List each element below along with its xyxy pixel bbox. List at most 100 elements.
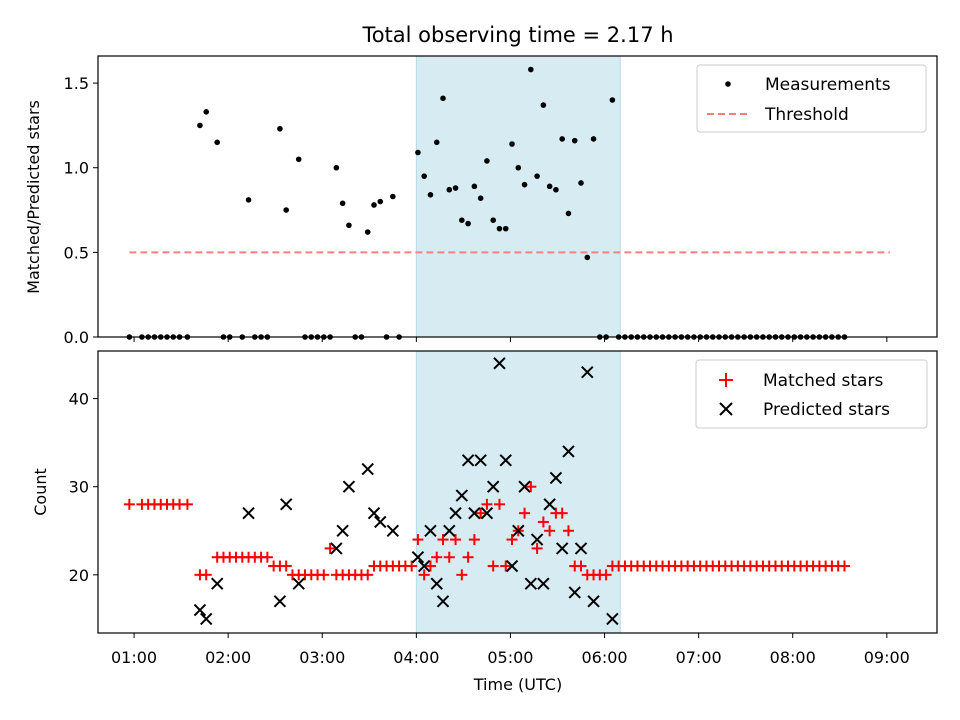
matched-star-point xyxy=(525,481,537,493)
measurement-point xyxy=(521,181,528,188)
predicted-star-point xyxy=(273,595,287,608)
bottom-legend: Matched stars Predicted stars xyxy=(695,359,928,429)
matched-star-point xyxy=(481,498,493,510)
predicted-star-point xyxy=(581,365,594,379)
measurement-point xyxy=(565,210,572,217)
bottom-points-layer xyxy=(123,357,850,626)
bottom-y-ticks: 20 30 40 xyxy=(69,390,98,585)
measurement-point xyxy=(446,186,453,193)
bottom-y-axis-label: Count xyxy=(31,468,50,516)
matched-star-point xyxy=(556,507,568,519)
measurement-point xyxy=(471,183,478,190)
top-y-tick-label: 1.5 xyxy=(64,74,89,93)
bottom-highlight-span xyxy=(415,350,621,634)
bottom-x-tick-label: 08:00 xyxy=(770,648,816,667)
measurement-point xyxy=(339,200,346,207)
legend-marker-matched-stars xyxy=(719,373,733,387)
measurement-point xyxy=(534,173,540,179)
matched-star-point xyxy=(406,560,418,572)
matched-star-point xyxy=(537,516,549,528)
matched-star-point xyxy=(418,569,430,581)
predicted-star-point xyxy=(411,551,425,564)
predicted-star-point xyxy=(524,577,538,590)
bottom-x-tick-label: 09:00 xyxy=(864,648,910,667)
measurement-point xyxy=(578,180,584,186)
bottom-x-tick-label: 04:00 xyxy=(393,648,439,667)
predicted-star-point xyxy=(474,454,487,467)
predicted-star-point xyxy=(242,506,255,520)
predicted-star-point xyxy=(292,577,305,590)
predicted-star-point xyxy=(279,498,293,511)
bottom-x-tick-label: 01:00 xyxy=(111,648,157,667)
measurement-point xyxy=(421,173,427,179)
predicted-star-point xyxy=(549,471,563,485)
measurement-point xyxy=(484,158,490,164)
predicted-star-point xyxy=(330,542,343,555)
predicted-star-point xyxy=(443,524,456,537)
measurement-point xyxy=(490,217,496,223)
bottom-y-tick-label: 30 xyxy=(69,478,89,497)
predicted-star-point xyxy=(530,533,544,546)
matched-star-point xyxy=(500,560,512,572)
predicted-star-point xyxy=(562,445,575,458)
matched-star-point xyxy=(450,534,462,546)
matched-star-point xyxy=(531,542,543,554)
predicted-star-point xyxy=(436,595,450,608)
measurement-point xyxy=(477,195,484,201)
measurement-point xyxy=(390,193,396,200)
matched-star-point xyxy=(544,525,556,537)
bottom-legend-box xyxy=(695,359,928,429)
predicted-star-point xyxy=(424,524,437,537)
measurement-point xyxy=(440,95,446,102)
measurement-point xyxy=(283,207,289,213)
predicted-star-point xyxy=(367,506,381,520)
matched-star-point xyxy=(456,569,468,581)
measurement-point xyxy=(214,139,220,146)
bottom-x-ticks: 01:00 02:00 03:00 04:00 05:00 06:00 07:00 08:00… xyxy=(111,633,910,667)
top-panel: Total observing time = 2.17 h 0.0 0.5 1.0 1… xyxy=(24,23,938,347)
legend-label-threshold: Threshold xyxy=(764,105,849,125)
measurement-point xyxy=(333,164,340,171)
top-axes-frame xyxy=(97,55,938,338)
legend-marker-measurements xyxy=(725,81,731,87)
top-y-axis-label: Matched/Predicted stars xyxy=(24,100,43,294)
matched-star-point xyxy=(324,542,336,554)
matched-star-point xyxy=(475,507,487,519)
measurement-point xyxy=(584,254,591,261)
top-y-tick-label: 1.0 xyxy=(64,159,89,178)
bottom-x-axis-label: Time (UTC) xyxy=(473,675,562,694)
predicted-star-point xyxy=(468,506,481,520)
chart-title: Total observing time = 2.17 h xyxy=(361,23,673,47)
predicted-star-point xyxy=(210,577,224,590)
measurement-point xyxy=(371,202,377,208)
matched-star-point xyxy=(443,551,455,563)
predicted-star-point xyxy=(386,524,400,537)
matched-star-point xyxy=(424,560,436,572)
top-legend: Measurements Threshold xyxy=(696,64,927,133)
predicted-star-point xyxy=(455,489,469,502)
measurement-point xyxy=(496,225,503,232)
predicted-star-point xyxy=(512,524,525,537)
predicted-star-point xyxy=(587,595,600,608)
top-highlight-span xyxy=(415,55,621,338)
predicted-star-point xyxy=(374,515,387,529)
measurement-point xyxy=(459,217,465,223)
predicted-star-point xyxy=(336,524,349,537)
bottom-x-tick-label: 03:00 xyxy=(299,648,345,667)
matched-star-point xyxy=(493,498,505,510)
matched-star-point xyxy=(181,498,193,510)
top-legend-box xyxy=(696,64,927,133)
measurement-point xyxy=(346,222,352,229)
measurement-point xyxy=(427,192,434,198)
measurement-point xyxy=(515,164,522,171)
matched-star-point xyxy=(519,507,531,519)
matched-star-point xyxy=(200,569,212,581)
top-x-ticks xyxy=(133,337,888,342)
bottom-y-tick-label: 40 xyxy=(69,390,89,409)
matched-star-point xyxy=(575,560,587,572)
predicted-star-point xyxy=(342,480,356,493)
measurement-point xyxy=(197,122,203,129)
matched-star-point xyxy=(462,551,474,563)
top-y-tick-label: 0.5 xyxy=(64,243,89,262)
